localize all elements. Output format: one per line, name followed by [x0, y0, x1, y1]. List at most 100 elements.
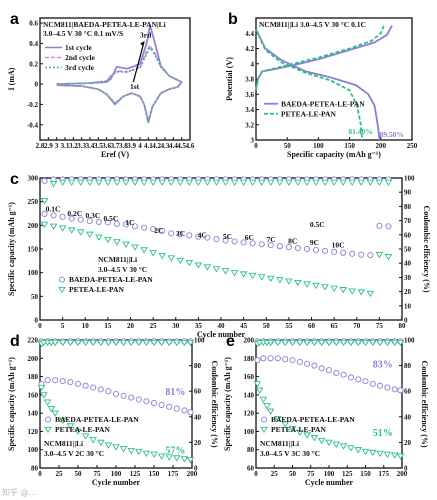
panel-annotation: 3.0–4.5 V 30 °C	[98, 265, 147, 274]
x-tick-label: 45	[240, 322, 248, 330]
panel-a-annotation: 3.0–4.5 V 30 °C 0.1 mV/S	[43, 29, 123, 38]
x-tick-label: 0	[38, 470, 42, 478]
efficiency-point-baeda	[41, 177, 48, 184]
x-tick-label: 80	[399, 322, 407, 330]
x-tick-label: 40	[218, 322, 226, 330]
capacity-point-petea	[339, 443, 348, 450]
capacity-point-baeda	[128, 394, 135, 401]
capacity-point-petea	[361, 448, 370, 456]
efficiency-point-petea	[348, 179, 357, 186]
capacity-point-petea	[104, 236, 112, 244]
efficiency-point-petea	[157, 339, 166, 347]
arrow-label-end: 3rd	[140, 30, 152, 39]
panel-a: 2.8 2.9 3 3.1 3.2 3.3 3.4 3.5 3.6 3.7 3.8 3.9 4 4.1 4.…	[7, 11, 195, 159]
x-tick-label: 10	[82, 322, 90, 330]
capacity-point-petea	[288, 426, 297, 433]
capacity-point-petea	[203, 264, 212, 271]
legend-label: 3rd cycle	[65, 63, 95, 72]
panel-c: 0 5 10 15 20 25 30 35 40 45 50 55 60 65 70 75 8005010015…	[7, 171, 431, 339]
capacity-point-baeda	[249, 240, 256, 247]
capacity-point-petea	[296, 429, 304, 437]
capacity-point-petea	[186, 457, 195, 464]
capacity-point-petea	[165, 454, 173, 461]
efficiency-point-petea	[369, 339, 377, 347]
capacity-point-petea	[49, 223, 58, 230]
efficiency-point-petea	[66, 339, 75, 347]
capacity-point-petea	[157, 453, 166, 460]
legend-label: PETEA-LE-PAN	[55, 425, 110, 434]
capacity-point-baeda	[135, 396, 142, 403]
capacity-point-baeda	[131, 223, 139, 230]
capacity-point-baeda	[141, 224, 148, 231]
capacity-point-petea	[150, 451, 158, 458]
x-tick-label: 3.7	[111, 142, 120, 150]
capacity-point-petea	[369, 449, 377, 457]
panel-b: 0 50 100 150 200 250 3 3.2 3.4 3.6 3.8 4 4.2 4.4 Speci…	[225, 11, 418, 159]
efficiency-point-petea	[361, 339, 370, 347]
capacity-point-petea	[294, 279, 302, 287]
y-tick-label: 3.4	[245, 106, 254, 114]
x-tick-label: 50	[284, 142, 292, 150]
x-axis-label: Cycle number	[305, 478, 354, 487]
legend-marker	[44, 416, 52, 423]
y2-tick-label: 40	[194, 413, 202, 421]
capacity-point-petea	[127, 447, 135, 455]
y2-axis-label: Coulombic efficiency (%)	[420, 360, 429, 447]
rate-label: 2C	[154, 226, 163, 235]
x-tick-label: 3.2	[69, 142, 78, 150]
capacity-point-baeda	[340, 249, 347, 256]
capacity-point-baeda	[150, 400, 158, 407]
efficiency-point-petea	[51, 339, 59, 347]
efficiency-point-petea	[203, 179, 212, 186]
y-tick-label: 150	[28, 246, 39, 254]
y-tick-label: 250	[28, 198, 39, 206]
voltage-curve	[255, 29, 363, 141]
efficiency-point-petea	[294, 179, 302, 186]
y2-tick-label: 100	[194, 337, 205, 345]
capacity-point-baeda	[358, 251, 365, 258]
y-tick-label: 3.8	[245, 76, 254, 84]
efficiency-point-petea	[142, 339, 151, 347]
efficiency-point-petea	[366, 179, 375, 186]
capacity-point-petea	[173, 455, 181, 462]
capacity-point-petea	[66, 423, 75, 430]
x-tick-label: 0	[38, 322, 42, 330]
y-tick-label: 3	[251, 137, 255, 145]
efficiency-point-petea	[194, 179, 203, 186]
efficiency-point-petea	[135, 339, 143, 347]
capacity-point-petea	[142, 450, 151, 458]
x-tick-label: 15	[104, 322, 112, 330]
y-tick-label: -0.2	[27, 101, 39, 109]
x-tick-label: 75	[376, 322, 384, 330]
x-tick-label: 250	[407, 142, 418, 150]
capacity-point-baeda	[59, 378, 66, 385]
capacity-point-petea	[248, 272, 257, 280]
y2-tick-label: 70	[404, 217, 412, 225]
x-tick-label: 150	[149, 470, 160, 478]
efficiency-point-petea	[239, 179, 248, 186]
efficiency-point-petea	[58, 179, 67, 186]
x-tick-label: 125	[342, 470, 353, 478]
capacity-point-baeda	[105, 388, 112, 395]
capacity-point-baeda	[274, 355, 281, 362]
capacity-point-baeda	[331, 248, 338, 255]
capacity-point-petea	[158, 252, 166, 260]
y-tick-label: 120	[28, 428, 39, 436]
capacity-point-petea	[266, 275, 275, 283]
efficiency-point-petea	[376, 339, 384, 347]
x-tick-label: 150	[344, 142, 355, 150]
x-tick-label: 200	[187, 470, 198, 478]
y2-tick-label: 20	[404, 288, 412, 296]
capacity-point-petea	[85, 231, 94, 239]
efficiency-point-petea	[332, 339, 341, 347]
cv-curve-cycle-3	[56, 45, 184, 124]
x-tick-label: 4.3	[161, 142, 170, 150]
y-tick-label: 0	[35, 317, 39, 325]
efficiency-point-petea	[375, 179, 384, 186]
legend-label: PETEA-LE-PAN	[69, 285, 124, 294]
x-tick-label: 3.3	[77, 142, 86, 150]
legend-marker	[44, 426, 52, 434]
efficiency-point-petea	[122, 179, 130, 186]
legend-label: BAEDA-PETEA-LE-PAN	[271, 415, 355, 424]
